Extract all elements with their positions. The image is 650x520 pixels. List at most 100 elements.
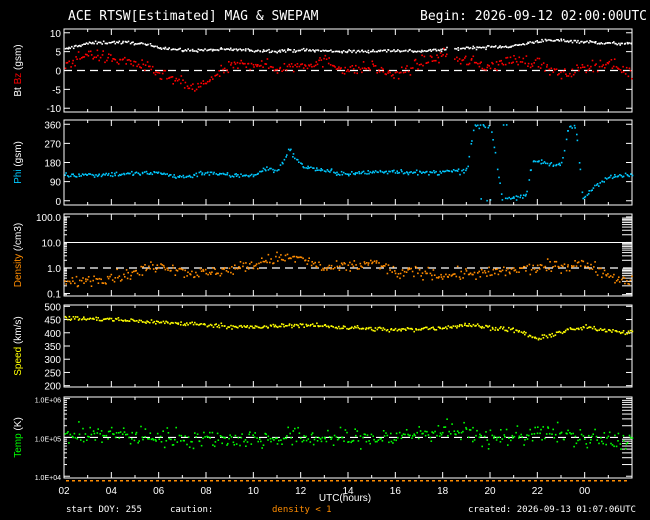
caution-marker [252,480,255,482]
bz-point [197,82,199,85]
bt-point [166,48,168,50]
caution-marker [516,480,519,482]
bt-point [191,48,194,51]
start-doy: start DOY: 255 [66,505,142,515]
temp-point [388,441,390,444]
bt-point [570,39,572,42]
speed-point [307,324,309,327]
phi-point [356,172,358,174]
bz-point [319,57,321,59]
temp-point [495,439,498,441]
bz-point [209,79,211,81]
bt-point [341,51,343,54]
phi-point [419,171,422,173]
bt-point [624,42,627,45]
phi-point [401,170,403,173]
bz-point [300,63,302,66]
phi-point [463,172,465,174]
temp-point [596,439,598,441]
temp-point [88,436,90,438]
bz-point [371,60,374,63]
speed-point [572,328,575,331]
temp-point [318,437,321,439]
density-point [129,278,132,280]
bt-point [455,48,458,50]
temp-point [601,440,603,443]
density-point [310,264,313,267]
speed-point [554,334,557,336]
phi-point [115,171,118,174]
bz-point [95,56,97,59]
bz-point [577,66,579,69]
bz-point [288,63,290,66]
temp-point [346,431,348,434]
density-point [298,256,300,259]
speed-point [199,323,201,326]
temp-point [147,437,149,440]
bz-point [542,62,545,64]
speed-point [365,328,367,331]
bt-point [248,49,251,51]
temp-point [343,440,345,442]
density-point [252,267,255,270]
bt-point [375,50,378,53]
phi-point [289,149,291,152]
density-point [508,271,511,274]
speed-point [411,328,414,331]
density-point [316,266,319,269]
phi-point [436,174,439,176]
density-point [554,265,556,267]
density-point [605,274,608,277]
phi-point [238,176,241,178]
temp-point [168,437,170,440]
density-point [287,257,290,260]
temp-point [286,435,288,437]
density-point [304,259,307,261]
bt-point [522,43,524,45]
bt-point [399,51,402,53]
bt-point [312,49,314,51]
density-point [257,267,259,270]
bz-point [576,64,578,66]
density-point [491,274,493,276]
speed-frame [63,304,633,388]
speed-point [542,337,545,339]
speed-point [256,325,258,328]
speed-point [233,325,236,328]
density-point [290,257,292,260]
bz-point [470,58,473,60]
temp-point [305,435,307,438]
density-point [85,278,87,280]
bt-point [204,48,206,50]
temp-point [483,435,486,438]
speed-point [328,326,330,329]
phi-point [220,173,223,175]
bz-point [571,68,574,71]
density-point [533,268,536,270]
speed-point [227,326,229,328]
density-point [184,269,186,272]
bt-point [498,46,500,48]
temp-point [101,441,103,443]
density-point [138,274,141,276]
density-point [487,270,490,273]
bt-point [170,48,173,51]
density-point [217,272,219,275]
density-point [332,268,335,270]
bt-point [550,39,552,42]
bz-point [426,62,428,64]
density-point [424,270,427,273]
density-point [275,255,277,258]
phi-point [465,167,468,170]
created-timestamp: created: 2026-09-13 01:07:06UTC [468,505,636,515]
temp-point [572,432,574,435]
density-point [293,255,296,258]
temp-point [118,432,120,434]
density-point [629,279,632,282]
bz-point [202,83,205,85]
phi-point [562,157,564,159]
bt-point [262,49,265,51]
speed-point [460,324,463,326]
bz-point [531,65,534,67]
